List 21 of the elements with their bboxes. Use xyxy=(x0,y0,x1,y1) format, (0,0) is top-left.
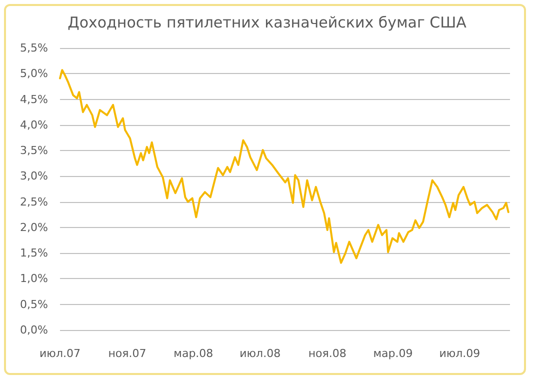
y-tick-label: 5,0% xyxy=(20,67,48,80)
y-tick-label: 3,0% xyxy=(20,170,48,183)
x-tick-label: мар.08 xyxy=(174,347,214,360)
y-tick-label: 3,5% xyxy=(20,144,48,158)
y-tick-label: 4,0% xyxy=(20,118,48,132)
y-tick-label: 1,0% xyxy=(20,272,48,286)
y-tick-label: 4,5% xyxy=(20,92,48,106)
x-tick-label: мар.09 xyxy=(373,347,413,360)
line-series xyxy=(59,69,510,264)
x-tick-label: июл.09 xyxy=(439,347,480,360)
x-tick-label: июл.07 xyxy=(40,347,80,360)
y-tick-label: 2,0% xyxy=(20,220,48,234)
chart-title: Доходность пятилетних казначейских бумаг США xyxy=(68,14,468,32)
x-tick-label: ноя.07 xyxy=(108,347,146,360)
y-tick-label: 2,5% xyxy=(20,195,48,208)
x-tick-label: ноя.08 xyxy=(308,347,346,360)
y-tick-label: 5,5% xyxy=(20,42,48,54)
y-tick-label: 1,5% xyxy=(20,246,48,260)
x-tick-label: июл.08 xyxy=(240,347,281,360)
y-tick-label: 0,0% xyxy=(20,324,48,336)
y-tick-label: 0,5% xyxy=(20,298,48,311)
